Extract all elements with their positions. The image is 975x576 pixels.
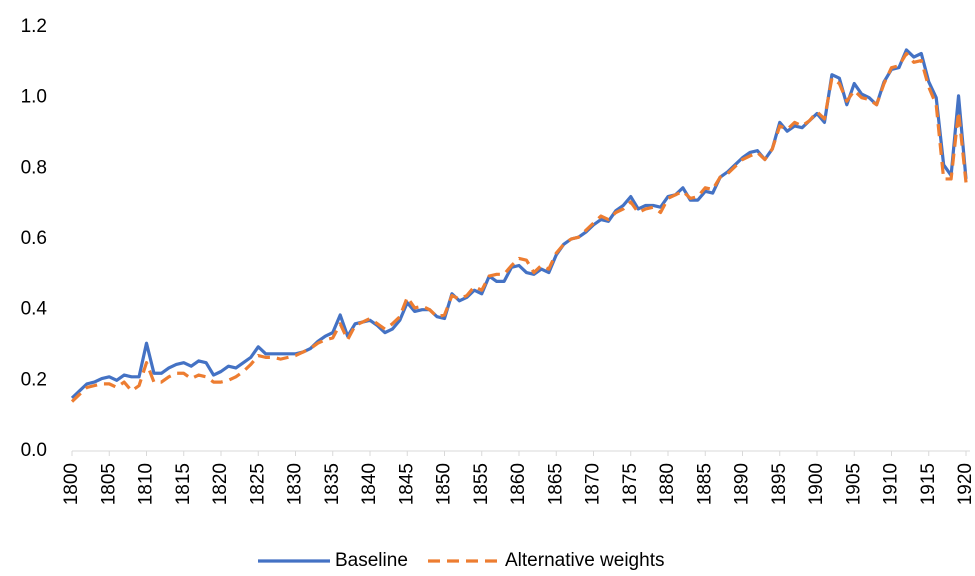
x-tick-label: 1915	[918, 463, 939, 505]
y-tick-label: 0.0	[21, 440, 47, 461]
x-tick-label: 1800	[61, 463, 82, 505]
x-tick-label: 1855	[471, 463, 492, 505]
x-tick-label: 1805	[98, 463, 119, 505]
y-tick-label: 0.2	[21, 369, 47, 390]
x-tick-label: 1900	[806, 463, 827, 505]
series-line	[70, 51, 968, 403]
x-tick-label: 1865	[545, 463, 566, 505]
x-tick-label: 1840	[359, 463, 380, 505]
legend-label: Baseline	[335, 550, 408, 571]
x-tick-label: 1905	[843, 463, 864, 505]
x-tick-label: 1890	[732, 463, 753, 505]
x-tick-label: 1820	[210, 463, 231, 505]
x-tick-label: 1885	[694, 463, 715, 505]
x-tick-label: 1895	[769, 463, 790, 505]
x-tick-label: 1870	[583, 463, 604, 505]
y-tick-label: 1.0	[21, 87, 47, 108]
x-tick-label: 1815	[173, 463, 194, 505]
y-tick-label: 0.6	[21, 228, 47, 249]
legend-label: Alternative weights	[505, 550, 664, 571]
x-tick-label: 1810	[136, 463, 157, 505]
x-tick-label: 1825	[247, 463, 268, 505]
x-tick-label: 1875	[620, 463, 641, 505]
x-tick-label: 1835	[322, 463, 343, 505]
x-tick-label: 1845	[396, 463, 417, 505]
y-tick-label: 1.2	[21, 16, 47, 37]
x-tick-label: 1850	[434, 463, 455, 505]
x-tick-label: 1830	[285, 463, 306, 505]
x-tick-label: 1860	[508, 463, 529, 505]
y-tick-label: 0.4	[21, 299, 48, 320]
y-tick-label: 0.8	[21, 157, 47, 178]
series-line	[70, 48, 968, 400]
x-tick-label: 1910	[881, 463, 902, 505]
x-tick-label: 1920	[955, 463, 975, 505]
x-tick-label: 1880	[657, 463, 678, 505]
